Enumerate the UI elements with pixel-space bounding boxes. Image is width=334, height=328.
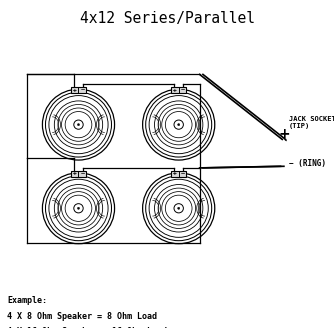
Bar: [71, 88, 86, 93]
Bar: [71, 171, 86, 177]
Text: −: −: [80, 87, 85, 93]
Text: −: −: [181, 171, 185, 177]
Text: 4 X 16 Ohm Speaker = 16 Ohm Load: 4 X 16 Ohm Speaker = 16 Ohm Load: [7, 327, 167, 328]
Bar: [171, 171, 186, 177]
Text: +: +: [278, 128, 290, 141]
Text: Example:: Example:: [7, 296, 47, 305]
Text: 4x12 Series/Parallel: 4x12 Series/Parallel: [79, 11, 255, 27]
Text: − (RING): − (RING): [289, 159, 326, 168]
Text: 4 X 8 Ohm Speaker = 8 Ohm Load: 4 X 8 Ohm Speaker = 8 Ohm Load: [7, 312, 157, 320]
Circle shape: [178, 207, 180, 209]
Text: +: +: [173, 88, 176, 93]
Text: −: −: [181, 87, 185, 93]
Bar: [171, 88, 186, 93]
Text: −: −: [80, 171, 85, 177]
Text: (TIP): (TIP): [289, 123, 310, 129]
Circle shape: [77, 124, 79, 126]
Text: +: +: [72, 88, 76, 93]
Circle shape: [77, 207, 79, 209]
Circle shape: [178, 124, 180, 126]
Text: +: +: [72, 172, 76, 176]
Text: JACK SOCKET: JACK SOCKET: [289, 116, 334, 122]
Text: +: +: [173, 172, 176, 176]
